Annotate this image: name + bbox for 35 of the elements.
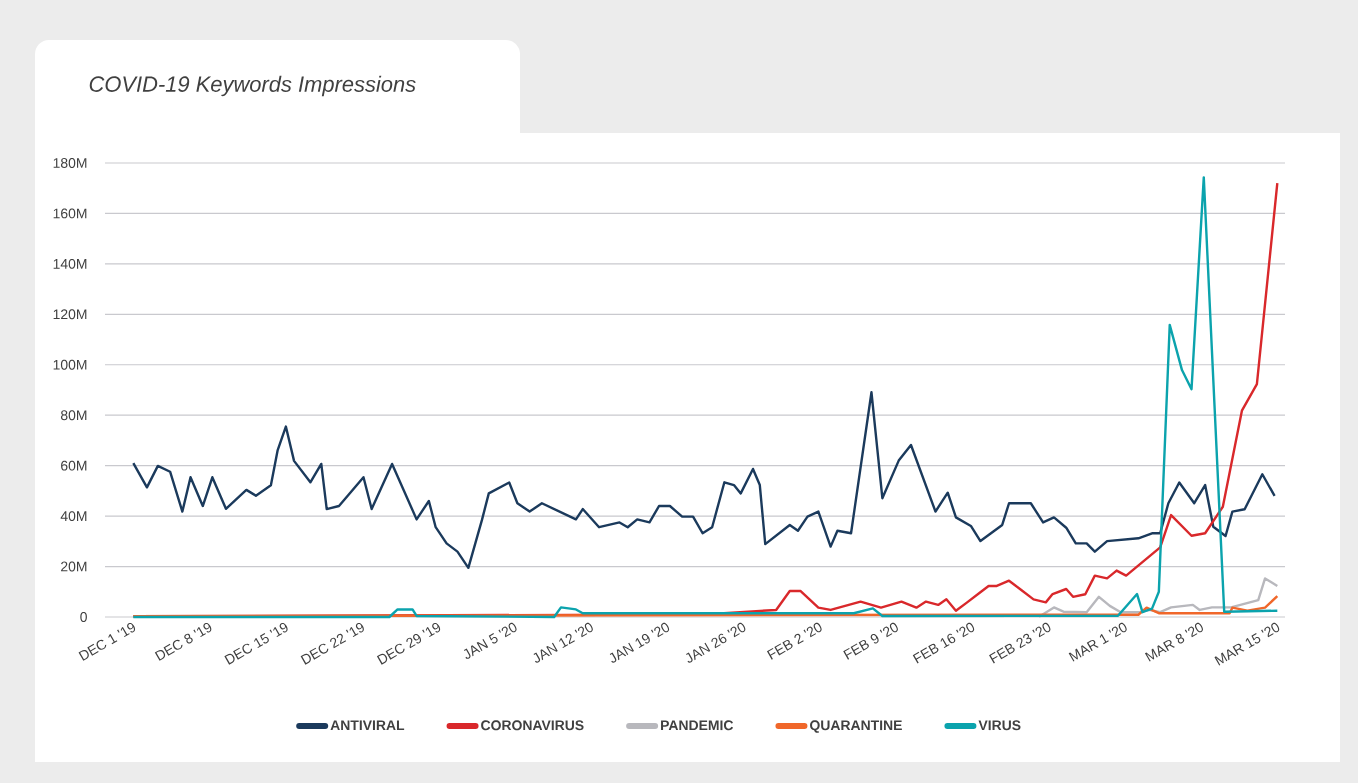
x-tick-label: DEC 8 '19 <box>154 622 212 661</box>
y-tick-label: 80M <box>60 410 87 421</box>
line-series <box>1037 577 1279 618</box>
y-tick-label: 120M <box>53 309 87 320</box>
x-tick-label: FEB 2 '20 <box>766 622 822 660</box>
line-series <box>132 391 1276 570</box>
x-tick-label: JAN 5 '20 <box>463 622 517 659</box>
x-tick-label: FEB 23 '20 <box>989 622 1051 664</box>
x-tick-label: MAR 15 '20 <box>1214 622 1280 666</box>
y-tick-label: 40M <box>60 511 87 522</box>
line-series <box>132 594 1279 618</box>
y-tick-label: 180M <box>53 158 87 168</box>
y-tick-label: 60M <box>61 460 87 471</box>
x-tick-label: JAN 19 '20 <box>609 622 670 663</box>
y-tick-label: 20M <box>61 561 87 572</box>
y-tick-label: 160M <box>53 208 87 219</box>
x-tick-label: FEB 9 '20 <box>843 622 898 660</box>
legend-label: CORONAVIRUS <box>481 720 584 731</box>
legend-label: PANDEMIC <box>661 720 734 731</box>
legend-label: ANTIVIRAL <box>330 720 405 731</box>
x-tick-label: MAR 1 '20 <box>1068 622 1127 662</box>
chart-title: COVID-19 Keywords Impressions <box>89 75 416 97</box>
x-tick-label: JAN 26 '20 <box>686 622 746 663</box>
x-tick-label: JAN 12 '20 <box>533 622 593 663</box>
y-tick-label: 140M <box>53 258 87 269</box>
y-tick-label: 100M <box>53 359 87 370</box>
x-tick-label: MAR 8 '20 <box>1144 622 1203 662</box>
legend-label: QUARANTINE <box>810 720 902 733</box>
x-tick-label: DEC 29 '19 <box>376 622 441 665</box>
x-tick-label: DEC 1 '19 <box>78 622 136 661</box>
legend-label: VIRUS <box>978 720 1021 731</box>
x-tick-label: DEC 22 '19 <box>300 622 364 665</box>
x-tick-label: FEB 16 '20 <box>912 622 975 664</box>
x-tick-label: DEC 15 '19 <box>224 622 288 665</box>
y-tick-label: 0 <box>80 612 87 622</box>
